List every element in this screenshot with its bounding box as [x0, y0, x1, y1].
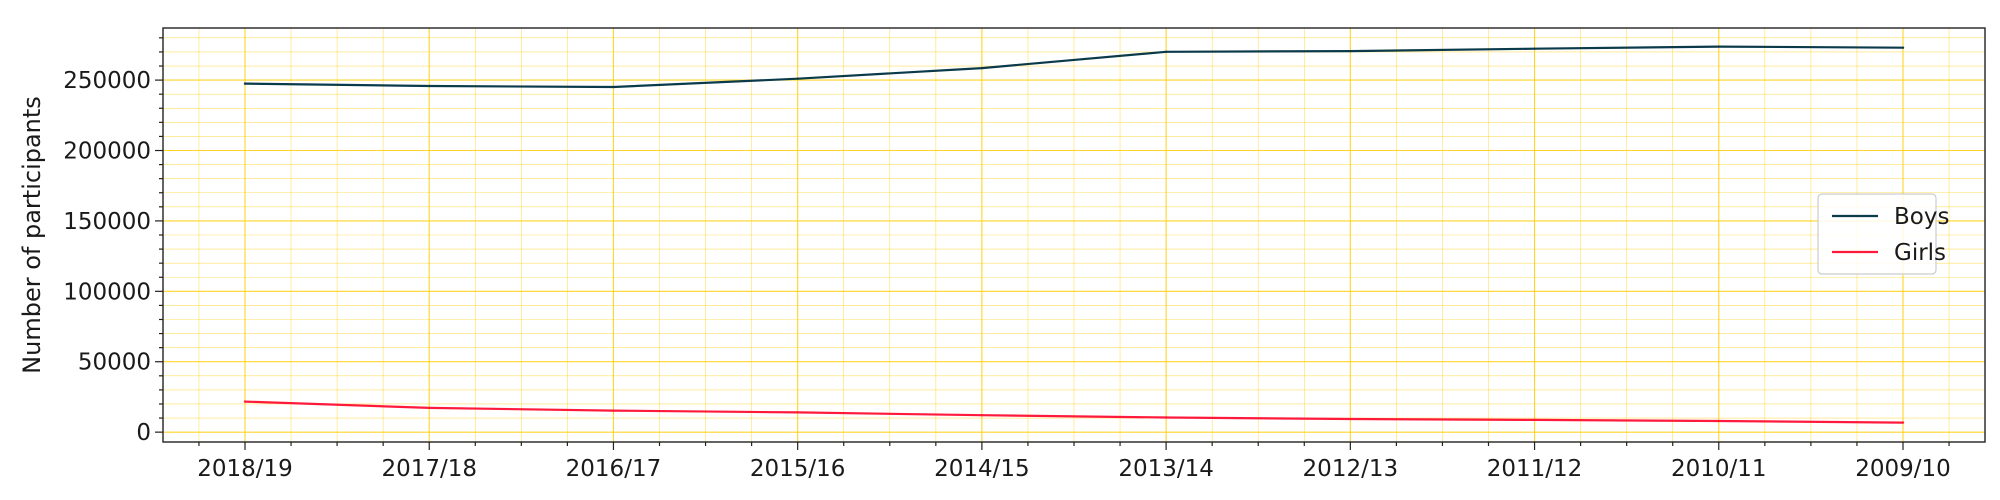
x-tick-label: 2011/12: [1487, 456, 1583, 482]
x-tick-label: 2013/14: [1118, 456, 1214, 482]
y-tick-label: 50000: [78, 350, 151, 376]
x-tick-label: 2015/16: [750, 456, 846, 482]
legend-entry-girls: Girls: [1832, 240, 1946, 266]
grid-lines: [163, 28, 1985, 442]
y-tick-label: 150000: [63, 209, 151, 235]
x-tick-label: 2014/15: [934, 456, 1030, 482]
y-tick-label: 100000: [63, 279, 151, 305]
y-tick-label: 0: [136, 420, 151, 446]
axes: 2018/19 2017/18 2016/17 2015/16 2014/15 2013/…: [63, 37, 1951, 482]
data-point-girls: [1164, 416, 1168, 419]
legend-label: Boys: [1894, 204, 1949, 230]
data-point-girls: [1349, 417, 1352, 421]
series-lines: [243, 45, 1905, 424]
data-point-boys: [1717, 45, 1720, 48]
x-tick-label: 2012/13: [1303, 456, 1399, 482]
data-point-girls: [1717, 419, 1720, 423]
x-tick-label: 2010/11: [1671, 456, 1767, 482]
series-line-boys: [244, 45, 1904, 89]
data-point-girls: [980, 414, 984, 417]
data-point-girls: [796, 411, 799, 414]
x-tick-label: 2018/19: [197, 456, 293, 482]
data-point-girls: [1901, 421, 1905, 424]
data-point-boys: [796, 77, 799, 80]
data-point-girls: [243, 400, 247, 403]
y-tick-label: 200000: [63, 139, 151, 165]
y-axis-label: Number of participants: [18, 96, 46, 374]
y-tick-label: 250000: [63, 68, 151, 94]
data-point-girls: [428, 406, 431, 410]
legend-entry-boys: Boys: [1832, 204, 1949, 230]
series-line-girls: [244, 400, 1904, 424]
data-point-boys: [1164, 50, 1168, 53]
x-tick-label: 2017/18: [381, 456, 477, 482]
data-point-girls: [612, 409, 615, 412]
x-tick-label: 2009/10: [1855, 456, 1951, 482]
legend: Boys Girls: [1817, 193, 1949, 275]
data-point-boys: [1901, 46, 1905, 49]
data-point-boys: [1533, 47, 1536, 50]
data-point-boys: [612, 85, 615, 89]
legend-box: [1817, 193, 1937, 275]
data-point-boys: [1349, 49, 1352, 53]
legend-label: Girls: [1894, 240, 1946, 266]
data-point-boys: [428, 84, 431, 88]
data-point-boys: [980, 66, 984, 70]
x-tick-label: 2016/17: [566, 456, 662, 482]
data-point-girls: [1533, 418, 1536, 422]
data-point-boys: [243, 82, 247, 85]
